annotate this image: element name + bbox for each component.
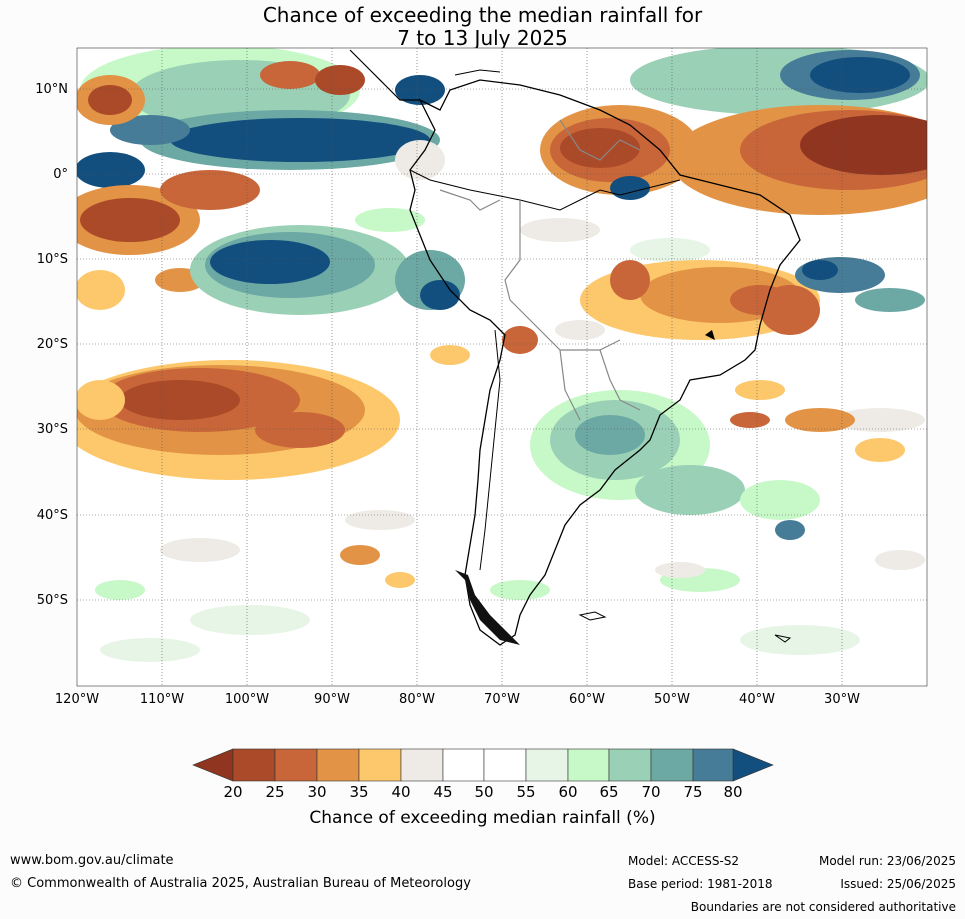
colorbar-tick-80: 80 [723,783,743,801]
colorbar-label: Chance of exceeding median rainfall (%) [309,808,656,828]
map-frame [76,47,928,687]
lon-label-70w: 70°W [484,692,520,707]
lat-label-30s: 30°S [36,422,68,437]
colorbar-swatch-65-70 [608,748,652,782]
lat-label-0: 0° [53,167,68,182]
colorbar-tick-20: 20 [223,783,243,801]
model-run-text: Model run: 23/06/2025 [818,854,956,868]
colorbar-tick-50: 50 [474,783,494,801]
website-link[interactable]: www.bom.gov.au/climate [10,853,174,868]
model-text: Model: ACCESS-S2 [628,854,740,868]
colorbar-swatch-35-40 [358,748,402,782]
colorbar-swatch-55-60 [525,748,569,782]
lon-label-40w: 40°W [739,692,775,707]
colorbar-tick-60: 60 [558,783,578,801]
colorbar-tick-40: 40 [391,783,411,801]
colorbar-swatch-40-45 [400,748,444,782]
coastlines [349,49,801,646]
colorbar-swatch-30-35 [316,748,360,782]
colorbar-tick-65: 65 [599,783,619,801]
colorbar-right-arrow [732,748,774,782]
colorbar-swatch-75-80 [692,748,734,782]
rainfall-field [77,48,927,662]
graticule [77,48,927,686]
colorbar-tick-35: 35 [349,783,369,801]
colorbar-swatch-50-55 [483,748,527,782]
colorbar-swatch-25-30 [274,748,318,782]
lon-label-90w: 90°W [314,692,350,707]
lon-label-120w: 120°W [54,692,100,707]
colorbar-tick-55: 55 [516,783,536,801]
colorbar [192,748,774,782]
base-period-text: Base period: 1981-2018 [628,877,773,891]
title-line-2: 7 to 13 July 2025 [397,26,568,50]
lat-label-50s: 50°S [36,593,68,608]
lon-label-50w: 50°W [654,692,690,707]
lon-label-110w: 110°W [139,692,185,707]
disclaimer-text: Boundaries are not considered authoritat… [690,900,956,914]
lat-label-10n: 10°N [35,82,68,97]
colorbar-swatch-70-75 [650,748,694,782]
lat-label-10s: 10°S [36,252,68,267]
lon-label-60w: 60°W [569,692,605,707]
colorbar-swatch-60-65 [567,748,610,782]
lon-label-30w: 30°W [824,692,860,707]
lat-label-40s: 40°S [36,508,68,523]
issued-text: Issued: 25/06/2025 [840,877,956,891]
copyright-text: © Commonwealth of Australia 2025, Austra… [10,876,471,891]
colorbar-tick-75: 75 [683,783,703,801]
colorbar-tick-30: 30 [307,783,327,801]
colorbar-tick-70: 70 [641,783,661,801]
colorbar-swatch-20-25 [232,748,276,782]
colorbar-swatch-45-50 [442,748,485,782]
lon-label-100w: 100°W [224,692,270,707]
colorbar-tick-25: 25 [265,783,285,801]
lon-label-80w: 80°W [399,692,435,707]
map-title: Chance of exceeding the median rainfall … [0,4,965,50]
title-line-1: Chance of exceeding the median rainfall … [262,3,703,27]
colorbar-tick-45: 45 [433,783,453,801]
lat-label-20s: 20°S [36,337,68,352]
colorbar-left-arrow [192,748,234,782]
